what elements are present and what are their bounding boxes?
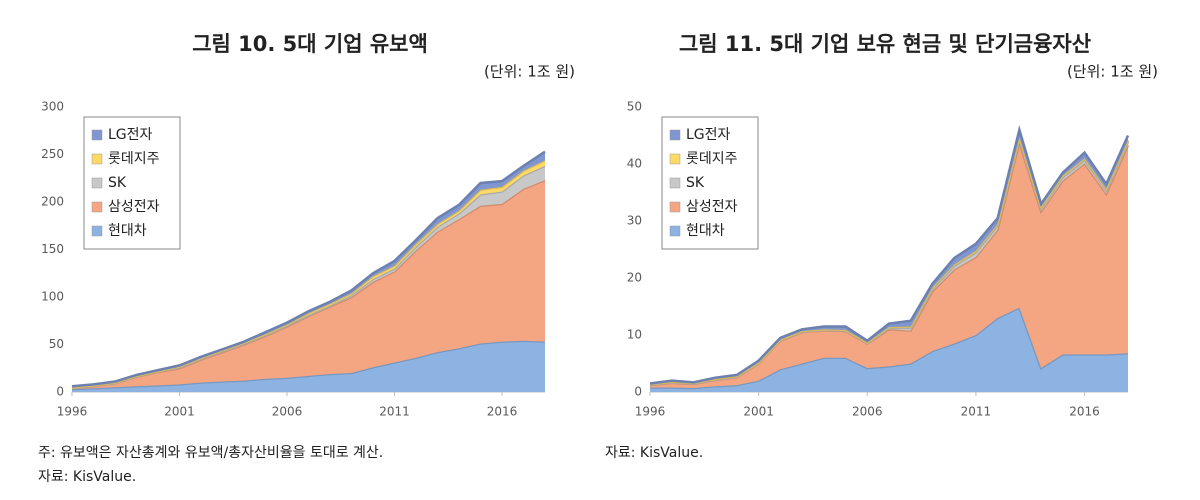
legend-label: 삼성전자 [108,199,160,215]
y-tick-label: 250 [41,147,64,161]
legend-label: 현대차 [686,223,725,239]
area-fill [650,307,1128,392]
y-tick-label: 50 [49,337,64,351]
legend-swatch [91,201,103,213]
y-tick-label: 10 [627,328,642,342]
y-tick-label: 30 [627,214,642,228]
legend-swatch [91,153,103,165]
area-fill [72,340,545,392]
area-top-edge [71,150,546,388]
x-tick-label: 2016 [487,405,518,419]
note: 주: 유보액은 자산총계와 유보액/총자산비율을 토대로 계산. [38,445,383,461]
note: 자료: KisValue. [38,469,136,485]
x-tick-label: 2006 [272,405,303,419]
area-top-edge [649,124,1130,385]
legend-label: LG전자 [108,127,153,143]
legend-label: 현대차 [108,223,147,239]
area-fill [72,180,545,390]
x-tick-label: 2001 [743,405,774,419]
y-tick-label: 0 [634,385,642,399]
legend-swatch [669,129,681,141]
chart-title: 그림 11. 5대 기업 보유 현금 및 단기금융자산 [679,32,1091,56]
legend-label: 롯데지주 [108,151,160,167]
legend-swatch [669,225,681,237]
legend-swatch [91,129,103,141]
y-tick-label: 300 [41,100,64,114]
y-tick-label: 200 [41,195,64,209]
legend-swatch [91,225,103,237]
legend-label: 롯데지주 [686,151,738,167]
y-tick-label: 100 [41,290,64,304]
legend-swatch [669,201,681,213]
legend-swatch [669,153,681,165]
x-tick-label: 2011 [961,405,992,419]
legend-label: SK [108,175,127,191]
legend-label: 삼성전자 [686,199,738,215]
x-tick-label: 2016 [1069,405,1100,419]
unit-label: (단위: 1조 원) [1067,63,1158,81]
y-tick-label: 0 [56,385,64,399]
legend-swatch [669,177,681,189]
x-tick-label: 1996 [57,405,88,419]
y-tick-label: 20 [627,271,642,285]
x-tick-label: 2006 [852,405,883,419]
note: 자료: KisValue. [605,445,703,461]
chart-title: 그림 10. 5대 기업 유보액 [192,32,428,56]
x-tick-label: 1996 [635,405,666,419]
y-tick-label: 150 [41,242,64,256]
area-fill [650,142,1128,389]
x-tick-label: 2001 [164,405,195,419]
y-tick-label: 40 [627,157,642,171]
unit-label: (단위: 1조 원) [484,63,575,81]
legend-label: LG전자 [686,127,731,143]
x-tick-label: 2011 [379,405,410,419]
legend-swatch [91,177,103,189]
legend-label: SK [686,175,705,191]
y-tick-label: 50 [627,100,642,114]
